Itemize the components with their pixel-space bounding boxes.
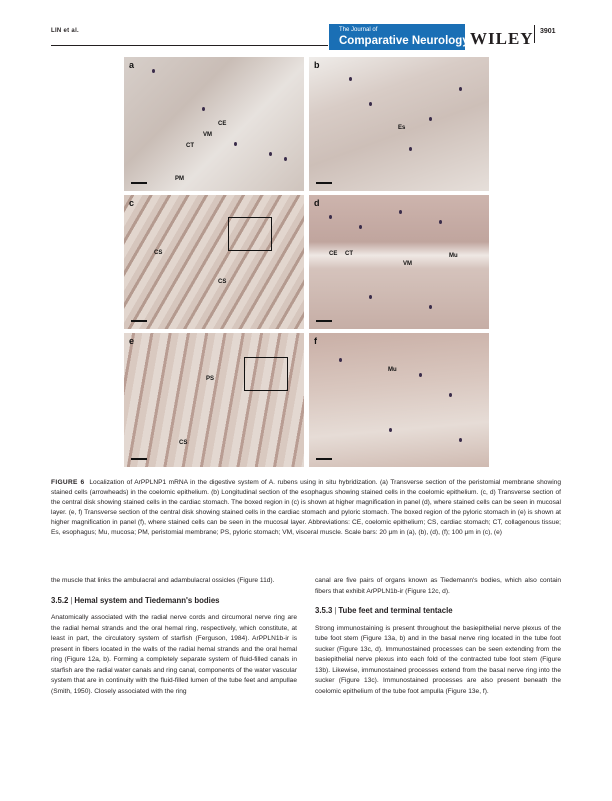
page-number: 3901 — [540, 28, 556, 35]
tissue-label: PM — [175, 176, 184, 182]
tissue-label: Mu — [388, 367, 397, 373]
figure-panel-c: c CS CS — [124, 195, 304, 329]
body-column-left: the muscle that links the ambulacral and… — [51, 576, 297, 706]
section-heading: 3.5.3 | Tube feet and terminal tentacle — [315, 606, 453, 615]
panel-label: e — [129, 336, 135, 346]
tissue-label: CS — [179, 440, 188, 446]
section-title: Tube feet and terminal tentacle — [338, 606, 453, 615]
paragraph: the muscle that links the ambulacral and… — [51, 577, 275, 584]
section-title: Hemal system and Tiedemann's bodies — [74, 595, 220, 605]
scale-bar — [316, 320, 332, 322]
stained-cell — [429, 117, 432, 121]
figure-panel-d: d CE CT VM Mu — [309, 195, 489, 329]
paragraph: Anatomically associated with the radial … — [51, 614, 297, 695]
figure-label: FIGURE 6 — [51, 479, 85, 486]
stained-cell — [429, 305, 432, 309]
publisher-logo: WILEY — [470, 29, 534, 48]
tissue-label: CE — [218, 121, 227, 127]
stained-cell — [234, 142, 237, 146]
stained-cell — [152, 69, 155, 73]
body-column-right: canal are five pairs of organs known as … — [315, 576, 561, 706]
tissue-label: Es — [398, 125, 406, 131]
stained-cell — [329, 215, 332, 219]
stained-cell — [202, 107, 205, 111]
panel-label: c — [129, 198, 135, 208]
panel-label: a — [129, 60, 135, 70]
stained-cell — [389, 428, 392, 432]
panel-label: d — [314, 198, 320, 208]
stained-cell — [369, 295, 372, 299]
boxed-region — [228, 217, 272, 251]
tissue-label: VM — [403, 261, 412, 267]
paragraph: Strong immunostaining is present through… — [315, 624, 561, 695]
stained-cell — [369, 102, 372, 106]
tissue-label: CS — [154, 250, 163, 256]
stained-cell — [459, 87, 462, 91]
figure-panel-a: a CE VM CT PM — [124, 57, 304, 191]
tissue-label: PS — [206, 376, 215, 382]
scale-bar — [131, 458, 147, 460]
journal-banner: The Journal of Comparative Neurology — [329, 24, 469, 50]
panel-label: f — [314, 336, 317, 346]
journal-name-line2: Comparative Neurology — [339, 35, 469, 47]
figure-caption: FIGURE 6 Localization of ArPPLNP1 mRNA i… — [51, 478, 561, 538]
caption-text: Localization of ArPPLNP1 mRNA in the dig… — [51, 479, 562, 536]
figure-panel-e: e PS CS — [124, 333, 304, 467]
header-rule — [51, 45, 328, 46]
tissue-label: CT — [186, 143, 194, 149]
tissue-label: VM — [203, 132, 212, 138]
stained-cell — [284, 157, 287, 161]
stained-cell — [399, 210, 402, 214]
stained-cell — [449, 393, 452, 397]
scale-bar — [131, 320, 147, 322]
stained-cell — [269, 152, 272, 156]
journal-name-line1: The Journal of — [339, 27, 378, 33]
scale-bar — [131, 182, 147, 184]
scale-bar — [316, 182, 332, 184]
running-head-authors: LIN et al. — [51, 28, 80, 34]
figure-panel-f: f Mu — [309, 333, 489, 467]
tissue-label: Mu — [449, 253, 458, 259]
scale-bar — [316, 458, 332, 460]
section-number: 3.5.2 — [51, 595, 69, 605]
section-number: 3.5.3 — [315, 606, 333, 615]
figure-panel-b: b Es — [309, 57, 489, 191]
header-divider — [534, 25, 535, 43]
tissue-label: CT — [345, 251, 353, 257]
panel-label: b — [314, 60, 320, 70]
paragraph: canal are five pairs of organs known as … — [315, 577, 561, 595]
tissue-label: CS — [218, 279, 227, 285]
stained-cell — [419, 373, 422, 377]
stained-cell — [359, 225, 362, 229]
section-heading: 3.5.2 | Hemal system and Tiedemann's bodie… — [51, 595, 220, 605]
boxed-region — [244, 357, 288, 391]
stained-cell — [349, 77, 352, 81]
stained-cell — [459, 438, 462, 442]
stained-cell — [409, 147, 412, 151]
tissue-label: CE — [329, 251, 338, 257]
stained-cell — [339, 358, 342, 362]
stained-cell — [439, 220, 442, 224]
